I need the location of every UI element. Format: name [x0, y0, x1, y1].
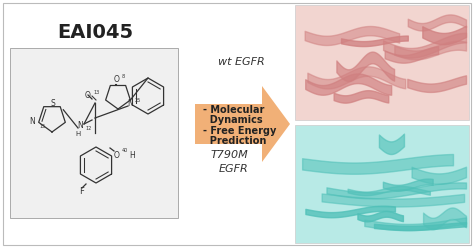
Text: O: O [114, 75, 120, 85]
Bar [295, 5, 469, 120]
Text: 13: 13 [93, 90, 99, 94]
Polygon shape [195, 86, 290, 162]
Text: O: O [114, 151, 120, 159]
Text: N: N [29, 117, 35, 125]
Text: T790M
EGFR: T790M EGFR [210, 150, 248, 174]
Bar [295, 125, 469, 243]
Bar [10, 48, 178, 218]
Text: EAI045: EAI045 [57, 23, 133, 41]
Text: 40: 40 [122, 149, 128, 154]
Text: 12: 12 [85, 126, 91, 131]
Text: N: N [77, 121, 83, 129]
Text: H: H [129, 151, 135, 159]
Text: 8: 8 [122, 74, 125, 80]
Text: Prediction: Prediction [203, 136, 266, 146]
Text: N: N [127, 99, 133, 109]
Text: 15: 15 [39, 124, 45, 128]
Text: F: F [80, 186, 84, 195]
Text: Dynamics: Dynamics [203, 115, 263, 125]
Text: H: H [75, 131, 81, 137]
Text: O: O [85, 92, 91, 100]
Text: 25: 25 [135, 97, 141, 102]
Text: - Molecular: - Molecular [203, 105, 264, 115]
Text: - Free Energy: - Free Energy [203, 126, 276, 136]
Text: S: S [51, 98, 55, 107]
Text: wt EGFR: wt EGFR [218, 57, 265, 67]
